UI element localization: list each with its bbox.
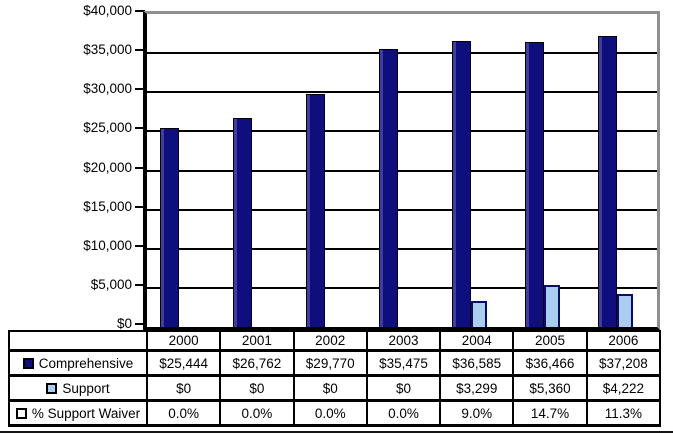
legend-label: % Support Waiver [31,405,141,421]
value-cell-0-2003: $35,475 [365,349,442,377]
bar-column-2003 [366,14,439,327]
bar-column-2002 [293,14,366,327]
value-cell-2-2006: 11.3% [585,399,662,427]
bar-column-2005 [512,14,585,327]
value-cell-0-2004: $36,585 [439,349,515,377]
years-row-blank-cell [8,330,148,352]
y-tick-mark [135,127,145,130]
y-tick-label: $20,000 [83,159,132,175]
support-bar-2004 [471,301,487,327]
series-row-2: % Support Waiver 0.0% 0.0% 0.0% 0.0% 9.0% 14.7… [8,399,662,427]
legend-label: Support [62,380,110,396]
gridline-35000 [147,52,657,55]
value-cell-1-2002: $0 [292,374,368,402]
value-cell-0-2000: $25,444 [145,349,222,377]
comprehensive-swatch-icon [22,357,34,369]
y-tick-label: $30,000 [83,81,132,97]
value-cell-0-2005: $36,466 [512,349,588,377]
gridline-20000 [147,169,657,172]
legend-cell-1: Support [8,374,148,402]
y-tick-mark [135,205,145,208]
y-tick-label: $15,000 [83,198,132,214]
y-tick-label: $40,000 [83,3,132,18]
year-header-2000: 2000 [145,330,222,352]
bar-column-2001 [220,14,293,327]
y-axis-labels: $40,000 $35,000 $30,000 $25,000 $20,000 $15,0… [0,0,145,340]
comprehensive-bar-2005 [525,41,544,327]
value-cell-2-2001: 0.0% [219,399,295,427]
value-cell-2-2000: 0.0% [145,399,222,427]
year-header-2005: 2005 [512,330,588,352]
year-header-2003: 2003 [365,330,442,352]
gridline-10000 [147,247,657,250]
y-tick-label: $35,000 [83,42,132,58]
gridline-15000 [147,208,657,211]
year-header-2001: 2001 [219,330,295,352]
series-row-1: Support $0 $0 $0 $0 $3,299 $5,360 $4,222 [8,374,662,402]
value-cell-0-2001: $26,762 [219,349,295,377]
value-cell-2-2004: 9.0% [439,399,515,427]
support-swatch-icon [46,382,58,394]
value-cell-0-2006: $37,208 [585,349,662,377]
year-header-2006: 2006 [585,330,662,352]
comprehensive-bar-2002 [306,94,325,327]
value-cell-1-2001: $0 [219,374,295,402]
legend-cell-0: Comprehensive [8,349,148,377]
value-cell-1-2005: $5,360 [512,374,588,402]
value-cell-2-2003: 0.0% [365,399,442,427]
y-tick-mark [135,323,145,325]
value-cell-1-2000: $0 [145,374,222,402]
bar-column-2004 [439,14,512,327]
-support-waiver-swatch-icon [15,407,27,419]
value-cell-1-2003: $0 [365,374,442,402]
y-tick-mark [135,166,145,169]
gridline-5000 [147,286,657,289]
bar-column-2006 [585,14,658,327]
comprehensive-bar-2004 [452,40,471,327]
value-cell-2-2002: 0.0% [292,399,368,427]
y-tick-label: $0 [116,316,132,331]
y-tick-label: $5,000 [90,276,132,292]
y-tick-mark [135,49,145,52]
y-tick-mark [135,88,145,91]
year-header-2004: 2004 [439,330,515,352]
y-tick-label: $10,000 [83,237,132,253]
gridline-30000 [147,91,657,94]
data-table: 2000 2001 2002 2003 2004 2005 2006 Comprehensiv… [8,330,662,427]
table-body: 2000 2001 2002 2003 2004 2005 2006 Comprehensiv… [8,330,662,427]
comprehensive-bar-2000 [160,127,179,327]
y-tick-mark [135,283,145,286]
value-cell-0-2002: $29,770 [292,349,368,377]
support-bar-2005 [544,285,560,327]
comprehensive-bar-2006 [598,35,617,327]
y-tick-label: $25,000 [83,120,132,136]
screenshot-edge-artifact [0,431,673,433]
comprehensive-bar-2001 [233,117,252,327]
value-cell-1-2006: $4,222 [585,374,662,402]
plot-area [143,11,660,330]
value-cell-2-2005: 14.7% [512,399,588,427]
bar-column-2000 [147,14,220,327]
value-cell-1-2004: $3,299 [439,374,515,402]
support-bar-2006 [617,293,633,327]
y-tick-mark [135,244,145,247]
legend-label: Comprehensive [38,355,134,371]
series-row-0: Comprehensive $25,444 $26,762 $29,770 $35,47… [8,349,662,377]
years-row: 2000 2001 2002 2003 2004 2005 2006 [8,330,662,352]
year-header-2002: 2002 [292,330,368,352]
legend-cell-2: % Support Waiver [8,399,148,427]
comprehensive-bar-2003 [379,49,398,327]
gridline-25000 [147,130,657,133]
y-tick-mark [135,10,145,12]
